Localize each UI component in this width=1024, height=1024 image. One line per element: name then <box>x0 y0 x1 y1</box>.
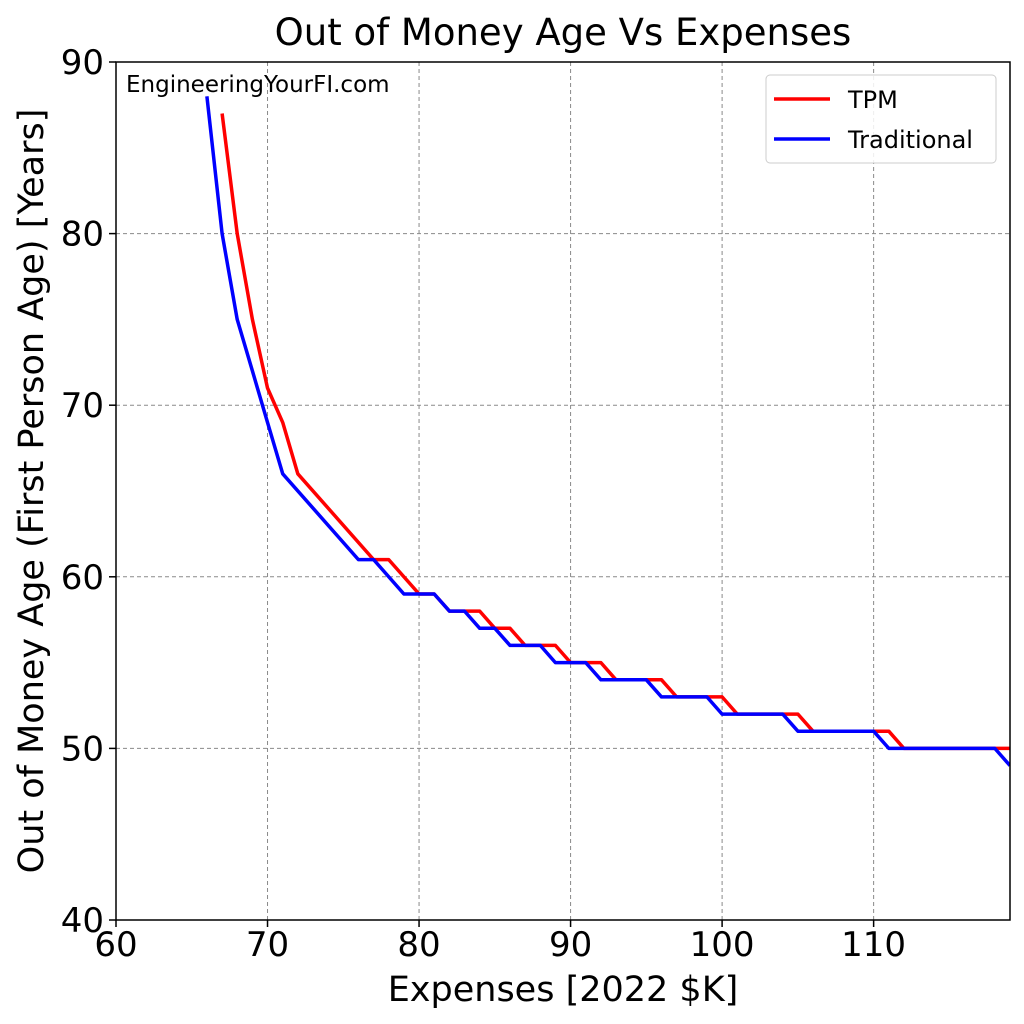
x-tick-label: 80 <box>397 925 440 965</box>
y-tick-label: 70 <box>61 386 104 426</box>
y-tick-label: 40 <box>61 901 104 941</box>
x-tick-label: 60 <box>94 925 137 965</box>
legend-label-traditional: Traditional <box>847 126 973 154</box>
chart-title: Out of Money Age Vs Expenses <box>275 11 852 54</box>
plot-area: 60 70 80 90 100 110 40 50 60 70 80 90 EngineeringYou… <box>61 43 1011 965</box>
series-group <box>205 96 1010 767</box>
x-tick-label: 110 <box>841 925 906 965</box>
y-tick-label: 80 <box>61 215 104 255</box>
y-tick-label: 90 <box>61 43 104 83</box>
series-line-tpm <box>220 113 1010 751</box>
series-line-traditional <box>205 96 1010 767</box>
y-axis-title: Out of Money Age (First Person Age) [Yea… <box>12 109 52 874</box>
x-axis-title: Expenses [2022 $K] <box>388 970 739 1010</box>
watermark-annotation: EngineeringYourFI.com <box>126 72 390 98</box>
legend-label-tpm: TPM <box>847 86 898 114</box>
legend-box <box>765 74 997 164</box>
x-tick-label: 70 <box>246 925 289 965</box>
x-tick-label: 100 <box>690 925 755 965</box>
y-tick-label: 60 <box>61 558 104 598</box>
y-tick-label: 50 <box>61 729 104 769</box>
axes-frame <box>115 61 1011 921</box>
x-tick-label: 90 <box>549 925 592 965</box>
legend: TPM Traditional <box>765 74 997 164</box>
